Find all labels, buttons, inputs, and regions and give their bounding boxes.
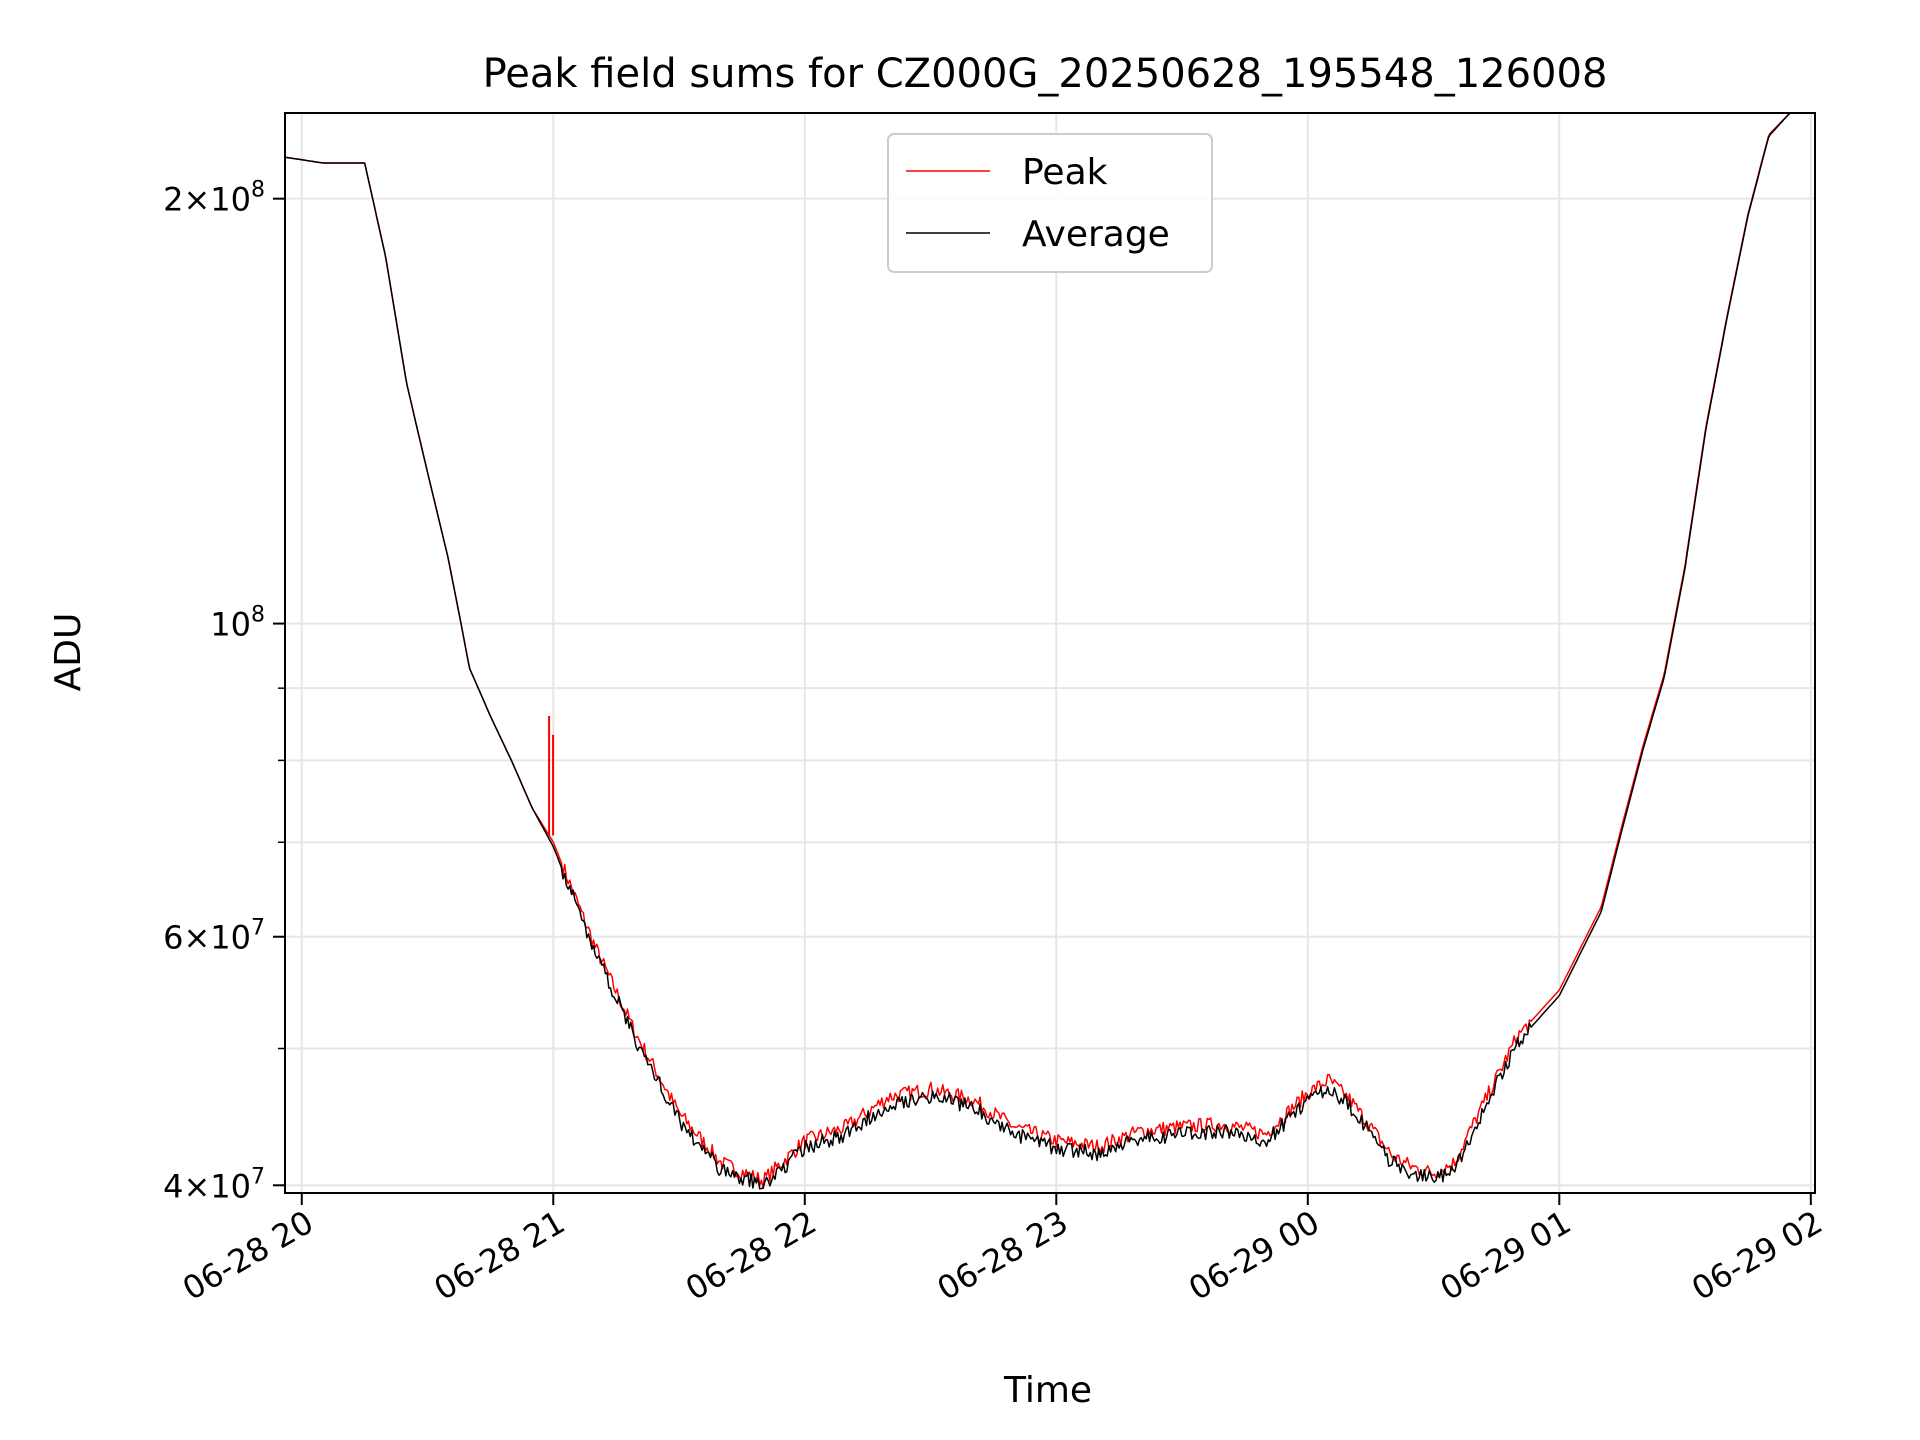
x-tick-label: 06-28 20 <box>176 1203 320 1308</box>
x-tick-label: 06-28 23 <box>931 1203 1075 1308</box>
x-tick-label: 06-29 01 <box>1434 1203 1578 1308</box>
plot-area <box>285 113 1811 1190</box>
y-tick-label: 4×107 <box>163 1164 265 1205</box>
y-tick-label: 6×107 <box>163 916 265 957</box>
chart-title: Peak field sums for CZ000G_20250628_1955… <box>483 51 1608 97</box>
x-tick-label: 06-29 02 <box>1685 1203 1829 1308</box>
series-line-peak <box>285 113 1811 1189</box>
x-axis-label: Time <box>1003 1370 1092 1411</box>
legend-box <box>887 133 1213 273</box>
legend: Peak Average <box>887 133 1213 273</box>
legend-average-label: Average <box>1022 214 1170 255</box>
y-axis-label: ADU <box>48 613 89 692</box>
y-tick-label: 108 <box>210 603 265 644</box>
x-axis: 06-28 20 06-28 21 06-28 22 06-28 23 06-29 00… <box>176 1193 1829 1308</box>
series-layer <box>285 113 1811 1190</box>
x-tick-label: 06-28 22 <box>679 1203 823 1308</box>
y-axis: 4×107 6×107 108 2×108 <box>163 178 285 1205</box>
series-line-average <box>285 113 1811 1190</box>
x-tick-label: 06-29 00 <box>1182 1203 1326 1308</box>
grid <box>285 113 1815 1193</box>
legend-peak-label: Peak <box>1022 152 1108 193</box>
y-tick-label: 2×108 <box>163 178 265 219</box>
plot-frame <box>284 112 1816 1194</box>
x-tick-label: 06-28 21 <box>428 1203 572 1308</box>
